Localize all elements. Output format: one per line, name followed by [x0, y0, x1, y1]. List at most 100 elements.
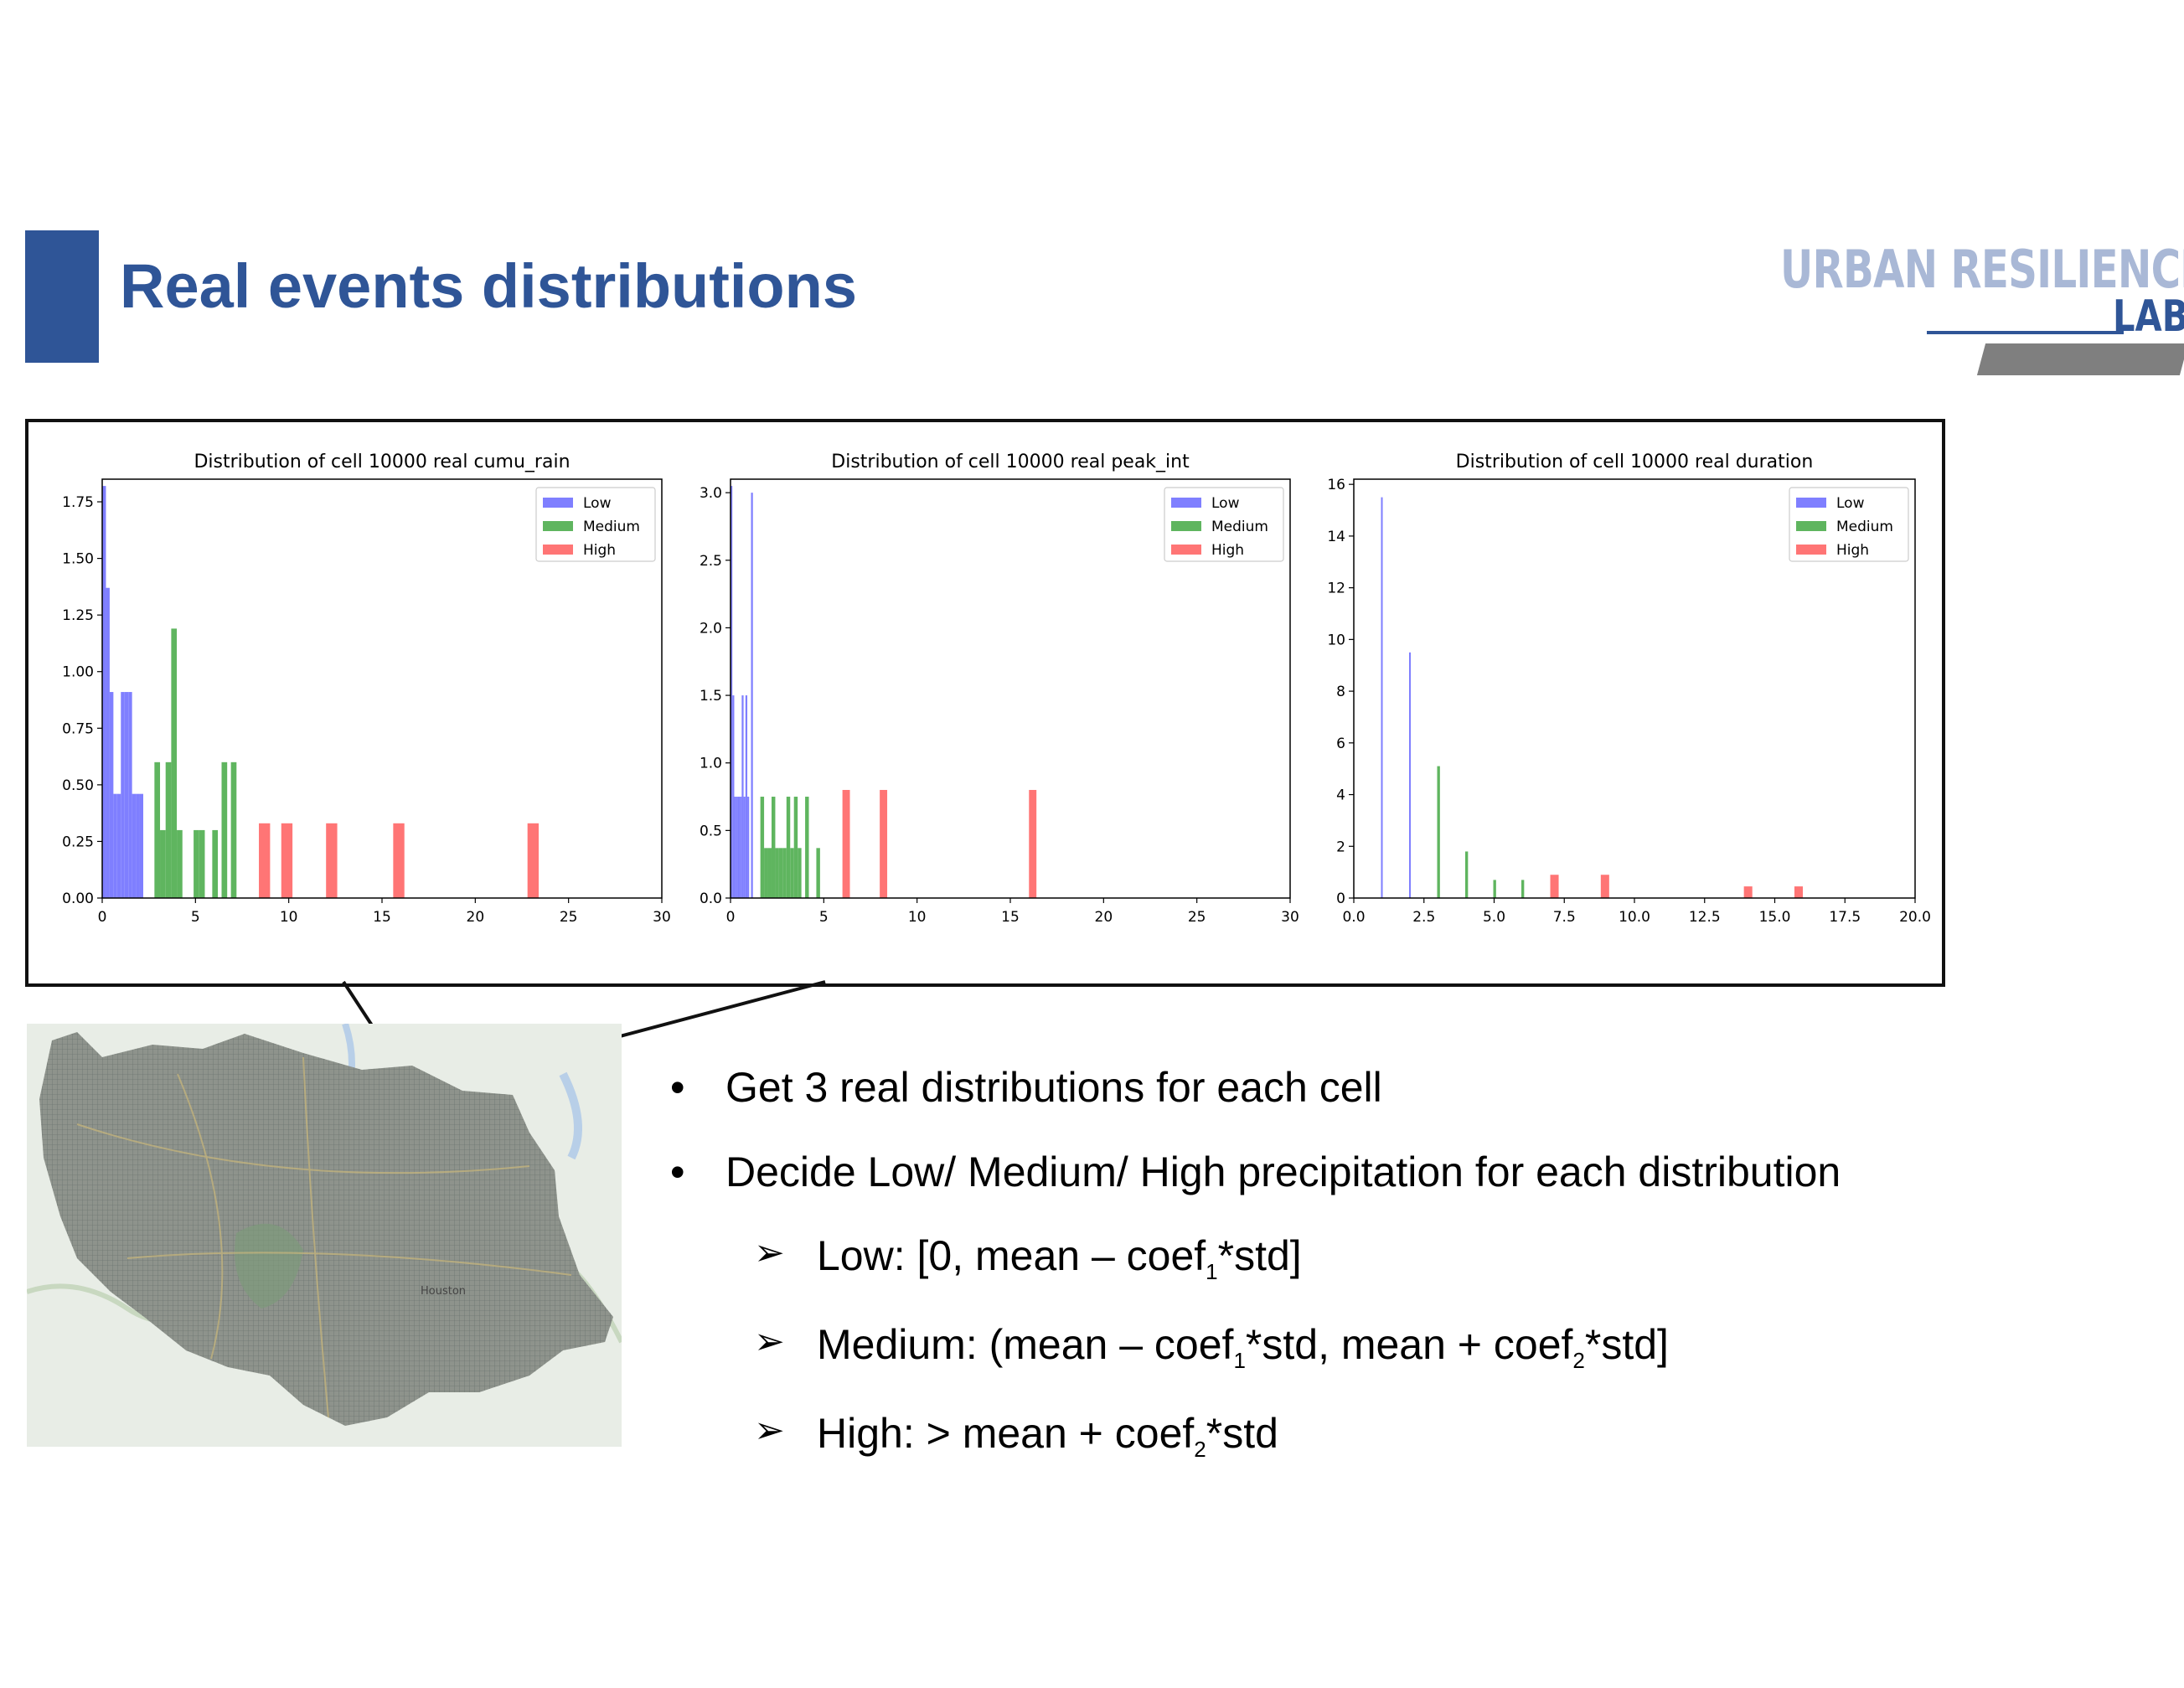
- x-tick-label: 20: [467, 909, 485, 926]
- legend-swatch-high: [543, 545, 573, 555]
- arrow-bullet-icon: ➢: [754, 1232, 785, 1273]
- bullet-text: Decide Low/ Medium/ High precipitation f…: [725, 1148, 1841, 1195]
- legend-label: Low: [583, 495, 612, 512]
- histogram-bar-medium: [798, 848, 802, 898]
- x-tick-label: 15: [373, 909, 391, 926]
- slide-title: Real events distributions: [120, 251, 857, 321]
- x-tick-label: 30: [1281, 909, 1299, 926]
- bullet-list: • Get 3 real distributions for each cell…: [670, 1064, 2136, 1499]
- houston-grid-map: Houston: [26, 1022, 624, 1447]
- histogram-bar-low: [109, 692, 114, 898]
- histogram-bar-low: [734, 797, 736, 898]
- x-tick-label: 12.5: [1689, 909, 1721, 926]
- logo-rule: [1927, 331, 2124, 334]
- x-tick-label: 0.0: [1342, 909, 1365, 926]
- x-tick-label: 0: [726, 909, 736, 926]
- bullet-text: Get 3 real distributions for each cell: [725, 1064, 1382, 1111]
- histogram-charts: Distribution of cell 10000 real cumu_rai…: [62, 452, 1931, 926]
- histogram-bar-low: [745, 695, 748, 898]
- y-tick-label: 2: [1336, 839, 1345, 855]
- histogram-bar-low: [124, 692, 129, 898]
- y-tick-label: 0: [1336, 890, 1345, 907]
- x-tick-label: 15.0: [1759, 909, 1791, 926]
- histogram-bar-low: [128, 692, 132, 898]
- histogram-bar-low: [121, 692, 125, 898]
- y-tick-label: 8: [1336, 684, 1345, 700]
- legend-label: Medium: [583, 519, 640, 535]
- histogram-bar-high: [281, 823, 293, 898]
- sub-bullet-text: Low: [0, mean – coef1*std]: [817, 1232, 1302, 1284]
- histogram-bar-medium: [782, 848, 787, 898]
- histogram-bar-medium: [221, 761, 228, 898]
- histogram-bar-low: [731, 486, 733, 898]
- chart-title: Distribution of cell 10000 real cumu_rai…: [194, 452, 570, 472]
- histogram-bar-medium: [1521, 880, 1525, 898]
- legend-label: High: [1836, 542, 1869, 559]
- x-tick-label: 5.0: [1483, 909, 1505, 926]
- histogram-bar-high: [1743, 886, 1753, 898]
- chart-panel: Distribution of cell 10000 real peak_int…: [700, 452, 1299, 926]
- bullet-item: • Decide Low/ Medium/ High precipitation…: [670, 1149, 2136, 1197]
- y-tick-label: 0.5: [700, 823, 722, 839]
- histogram-bar-low: [116, 793, 121, 898]
- histogram-bar-medium: [160, 829, 166, 898]
- y-tick-label: 1.75: [62, 494, 94, 511]
- y-tick-label: 10: [1327, 632, 1345, 648]
- y-tick-label: 0.50: [62, 777, 94, 794]
- histogram-bar-medium: [805, 797, 809, 898]
- y-tick-label: 2.0: [700, 620, 722, 637]
- histogram-bar-medium: [171, 628, 178, 898]
- charts-frame: Distribution of cell 10000 real cumu_rai…: [25, 419, 1945, 987]
- histogram-bar-high: [1029, 789, 1037, 898]
- legend-label: High: [583, 542, 616, 559]
- bullet-item: • Get 3 real distributions for each cell: [670, 1064, 2136, 1112]
- legend-swatch-low: [543, 498, 573, 508]
- histogram-bar-medium: [764, 848, 768, 898]
- histogram-bar-low: [737, 797, 741, 898]
- x-tick-label: 30: [653, 909, 671, 926]
- histogram-bar-low: [106, 587, 110, 898]
- histogram-bar-medium: [1437, 766, 1440, 898]
- histogram-bar-high: [527, 823, 540, 898]
- legend-swatch-medium: [543, 521, 573, 531]
- legend-label: Low: [1211, 495, 1240, 512]
- x-tick-label: 15: [1001, 909, 1020, 926]
- lab-logo-text: URBAN RESILIENCE.AI: [1780, 239, 2184, 300]
- histogram-bar-medium: [1464, 851, 1469, 898]
- histogram-bar-medium: [194, 829, 199, 898]
- legend-swatch-high: [1171, 545, 1201, 555]
- legend-label: Low: [1836, 495, 1865, 512]
- y-tick-label: 1.5: [700, 688, 722, 705]
- y-tick-label: 3.0: [700, 485, 722, 502]
- x-tick-label: 7.5: [1553, 909, 1576, 926]
- histogram-bar-low: [113, 793, 117, 898]
- x-tick-label: 20.0: [1899, 909, 1931, 926]
- arrow-bullet-icon: ➢: [754, 1320, 785, 1362]
- histogram-bar-low: [747, 797, 750, 898]
- x-tick-label: 5: [819, 909, 829, 926]
- histogram-bar-medium: [775, 848, 779, 898]
- x-tick-label: 25: [560, 909, 578, 926]
- histogram-bar-low: [743, 797, 746, 898]
- y-tick-label: 0.75: [62, 720, 94, 737]
- arrow-bullet-icon: ➢: [754, 1409, 785, 1451]
- histogram-bar-low: [132, 793, 137, 898]
- histogram-bar-high: [880, 789, 888, 898]
- y-tick-label: 1.00: [62, 664, 94, 681]
- sub-bullet-medium: ➢ Medium: (mean – coef1*std, mean + coef…: [754, 1321, 2136, 1374]
- histogram-bar-high: [1550, 875, 1559, 898]
- legend-swatch-high: [1796, 545, 1826, 555]
- histogram-bar-medium: [1493, 880, 1496, 898]
- x-tick-label: 25: [1188, 909, 1206, 926]
- histogram-bar-low: [741, 695, 744, 898]
- histogram-bar-medium: [177, 829, 183, 898]
- y-tick-label: 2.5: [700, 553, 722, 570]
- y-tick-label: 4: [1336, 787, 1345, 804]
- x-tick-label: 17.5: [1829, 909, 1861, 926]
- sub-bullet-high: ➢ High: > mean + coef2*std: [754, 1410, 2136, 1463]
- x-tick-label: 10: [280, 909, 298, 926]
- legend-swatch-medium: [1796, 521, 1826, 531]
- histogram-bar-medium: [816, 848, 820, 898]
- y-tick-label: 14: [1327, 529, 1345, 545]
- histogram-bar-high: [393, 823, 405, 898]
